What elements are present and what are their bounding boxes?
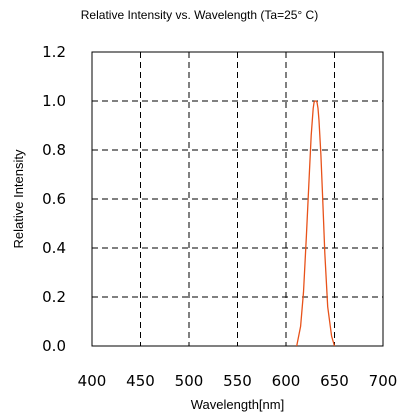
x-tick-label: 400 bbox=[78, 372, 107, 390]
y-tick-label: 0.6 bbox=[42, 190, 66, 208]
x-axis-title: Wavelength[nm] bbox=[191, 397, 284, 412]
y-tick-label: 0.2 bbox=[42, 288, 66, 306]
series-layer bbox=[296, 100, 336, 347]
grid-layer bbox=[92, 52, 383, 346]
x-tick-label: 700 bbox=[369, 372, 398, 390]
y-tick-label: 0.4 bbox=[42, 239, 66, 257]
x-tick-labels: 400 450 500 550 600 650 700 bbox=[78, 372, 398, 390]
y-tick-label: 0.0 bbox=[42, 337, 66, 355]
y-tick-label: 0.8 bbox=[42, 141, 66, 159]
y-tick-label: 1.0 bbox=[42, 92, 66, 110]
y-tick-label: 1.2 bbox=[42, 43, 66, 61]
x-tick-label: 650 bbox=[320, 372, 349, 390]
series-line bbox=[296, 100, 336, 347]
x-tick-label: 450 bbox=[126, 372, 155, 390]
x-tick-label: 550 bbox=[223, 372, 252, 390]
y-tick-labels: 0.0 0.2 0.4 0.6 0.8 1.0 1.2 bbox=[42, 43, 66, 355]
y-axis-title: Relative Intensity bbox=[11, 149, 26, 248]
plot-frame bbox=[91, 51, 384, 347]
chart-title: Relative Intensity vs. Wavelength (Ta=25… bbox=[80, 8, 319, 22]
x-tick-label: 500 bbox=[175, 372, 204, 390]
x-tick-label: 600 bbox=[272, 372, 301, 390]
